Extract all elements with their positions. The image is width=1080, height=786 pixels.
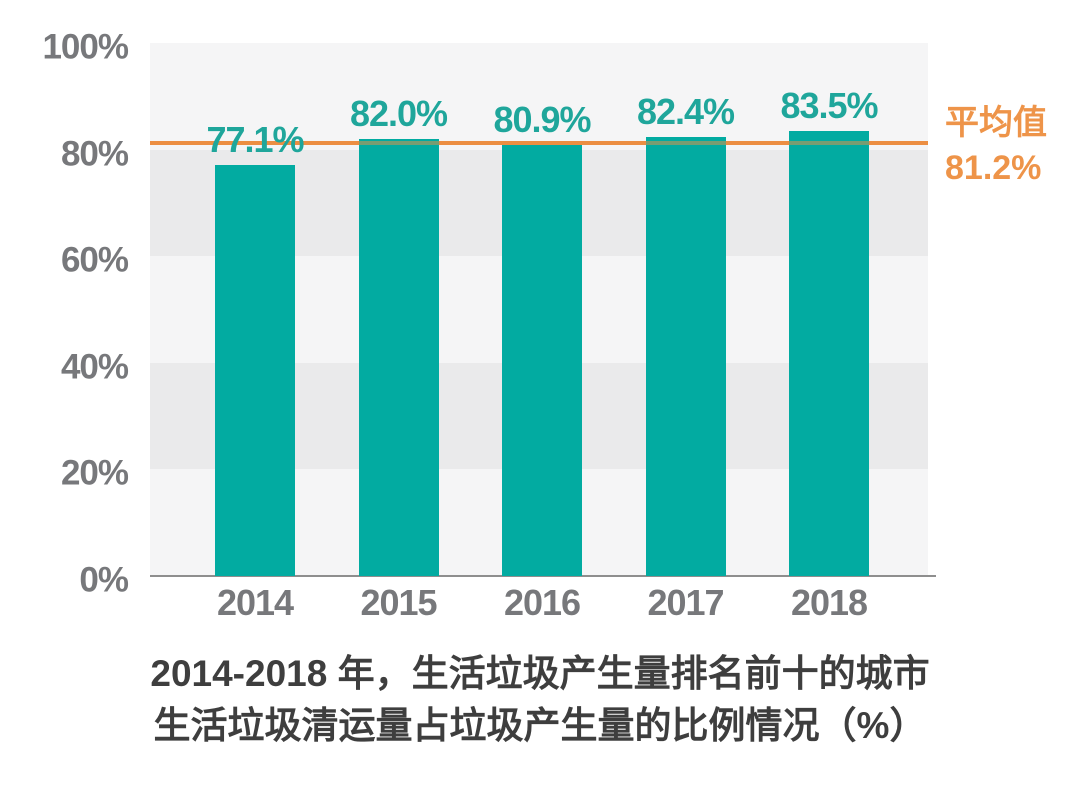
bar-value-label: 77.1%: [206, 119, 304, 161]
bar-2018: [789, 130, 869, 576]
bar-2014: [215, 165, 295, 576]
bar-2016: [502, 144, 582, 576]
chart-title-line1: 2014-2018 年，生活垃圾产生量排名前十的城市: [150, 653, 930, 694]
x-tick-label: 2015: [360, 582, 437, 623]
y-tick-label: 0%: [79, 560, 129, 600]
bar-value-label: 82.0%: [349, 92, 448, 134]
chart-title: 2014-2018 年，生活垃圾产生量排名前十的城市 生活垃圾清运量占垃圾产生量…: [0, 648, 1080, 752]
y-tick-label: 40%: [60, 347, 129, 387]
bar-value-label: 82.4%: [636, 90, 735, 132]
average-line-overlap: [645, 141, 726, 146]
bar-2015: [358, 138, 439, 576]
chart-title-line2: 生活垃圾清运量占垃圾产生量的比例情况（%）: [153, 705, 927, 746]
y-tick-label: 80%: [60, 134, 129, 174]
y-tick-label: 60%: [60, 240, 129, 280]
x-tick-label: 2018: [790, 582, 868, 623]
y-tick-label: 20%: [60, 453, 129, 493]
plot-area: 77.1% 82.0% 80.9% 82.4% 83.5%: [150, 43, 928, 576]
x-axis-line: [150, 575, 936, 577]
y-tick-label: 100%: [42, 27, 129, 67]
bar-value-label: 80.9%: [493, 98, 591, 140]
y-axis: 100% 80% 60% 40% 20% 0%: [0, 0, 129, 786]
bar-value-label: 83.5%: [780, 84, 878, 126]
x-tick-label: 2017: [647, 582, 724, 623]
average-line: [150, 141, 928, 146]
average-label-title: 平均值: [945, 104, 1047, 142]
bar-2017: [645, 136, 726, 576]
average-label-value: 81.2%: [945, 149, 1042, 187]
average-label: 平均值 81.2%: [945, 101, 1047, 191]
x-tick-label: 2014: [216, 582, 294, 623]
average-line-overlap: [358, 141, 439, 146]
x-tick-label: 2016: [503, 582, 581, 623]
average-line-overlap: [789, 141, 869, 146]
